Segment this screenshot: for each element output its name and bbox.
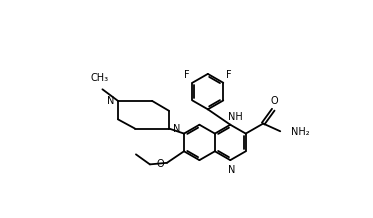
Text: O: O [156,159,164,169]
Text: NH₂: NH₂ [291,127,310,137]
Text: N: N [228,165,235,175]
Text: NH: NH [228,112,243,122]
Text: CH₃: CH₃ [90,73,109,83]
Text: O: O [271,96,279,106]
Text: F: F [184,70,189,80]
Text: N: N [107,96,114,106]
Text: F: F [226,70,232,80]
Text: N: N [173,124,180,134]
